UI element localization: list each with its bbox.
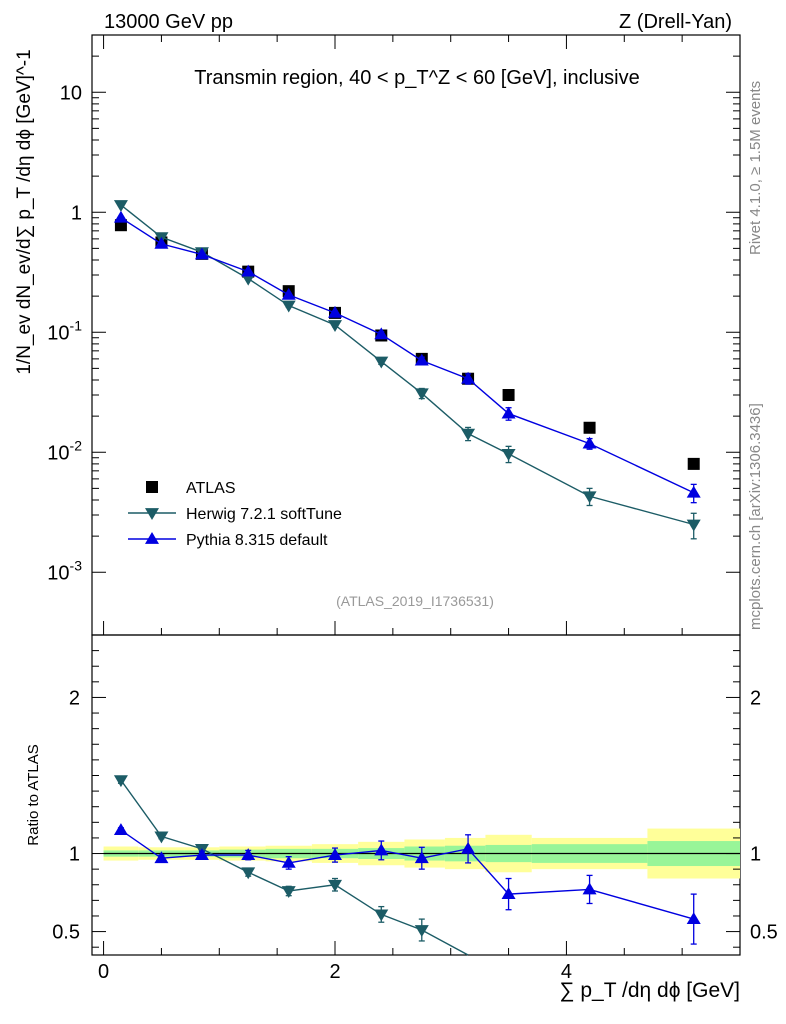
pythia-ratio-point [154,851,169,864]
pythia-point [461,371,476,384]
ratio-data-marks [113,775,701,956]
x-tick-label: 2 [329,961,340,983]
herwig-ratio-point [414,925,429,938]
pythia-ratio-point [113,823,128,836]
herwig-point [414,388,429,401]
y-tick-label: 10 [60,82,82,104]
legend: ATLAS Herwig 7.2.1 softTune Pythia 8.315 d… [128,480,342,549]
pythia-point [582,436,597,449]
herwig-line [120,204,694,526]
x-tick-label: 4 [561,961,572,983]
herwig-ratio-point [154,831,169,844]
pythia-ratio-point [281,855,296,868]
y-tick-label-right: 1 [750,844,761,866]
pythia-line [120,217,695,494]
pythia-point [194,247,209,260]
ratio-panel: 0.5 0.5 1 1 2 2 0 2 4 Ratio to ATLAS ∑ p_T /dη d… [25,634,778,1002]
herwig-point [686,519,701,532]
pythia-ratio-point [686,912,701,924]
herwig-point [328,320,342,332]
legend-label-atlas: ATLAS [186,480,236,497]
atlas-point [583,421,596,434]
pythia-ratio-line [120,829,694,920]
herwig-point [461,428,476,441]
ratio-frame [91,634,741,956]
ratio-ylabel: Ratio to ATLAS [25,744,42,845]
legend-marker-pythia [145,532,159,544]
pythia-point [154,236,169,249]
pythia-ratio-point [374,843,389,856]
pythia-point [241,264,256,277]
y-tick-label-right: 2 [750,687,761,709]
pythia-ratio-point [501,887,516,900]
atlas-point [502,389,515,401]
mcplots-label: mcplots.cern.ch [arXiv:1306.3436] [747,403,764,630]
herwig-point [501,448,516,461]
main-watermark: (ATLAS_2019_I1736531) [336,593,494,609]
main-panel: Transmin region, 40 < p_T^Z < 60 [GeV], … [14,34,741,636]
main-data-marks [113,200,701,540]
ratio-axis-ticks: 0.5 0.5 1 1 2 2 0 2 4 [52,650,778,983]
ratio-xlabel: ∑ p_T /dη dϕ [GeV] [560,979,740,1002]
y-tick-label: 10-1 [47,317,82,344]
pythia-point [281,287,296,300]
pythia-point [501,406,516,419]
main-axis-ticks: 10-3 10-2 10-1 1 10 [47,34,740,635]
herwig-point [374,356,389,369]
herwig-point [113,200,128,212]
y-tick-label: 0.5 [52,922,80,944]
y-tick-label-right: 0.5 [750,922,778,944]
legend-label-herwig: Herwig 7.2.1 softTune [186,506,342,523]
pythia-point [374,327,389,340]
legend-label-pythia: Pythia 8.315 default [186,532,328,549]
y-tick-label: 10-2 [47,437,82,464]
legend-marker-herwig [145,508,159,520]
pythia-ratio-point [414,851,429,864]
legend-marker-atlas [146,481,158,493]
rivet-version-label: Rivet 4.1.0, ≥ 1.5M events [747,81,764,255]
y-tick-label: 2 [69,687,80,709]
pythia-ratio-point [194,848,209,860]
energy-label: 13000 GeV pp [104,11,233,33]
pythia-point [113,210,128,223]
herwig-ratio-point [328,879,342,892]
pythia-ratio-point [461,841,476,854]
herwig-point [582,491,597,504]
y-tick-label: 1 [71,202,82,224]
main-title: Transmin region, 40 < p_T^Z < 60 [GeV], … [194,67,640,89]
y-tick-label: 1 [69,844,80,866]
x-tick-label: 0 [98,961,109,983]
pythia-ratio-point [328,848,342,860]
pythia-point [414,353,429,366]
herwig-point [241,273,256,286]
herwig-ratio-point [113,775,128,788]
herwig-ratio-point [241,867,256,880]
atlas-point [687,457,700,470]
y-tick-label: 10-3 [47,557,82,584]
process-label: Z (Drell-Yan) [619,11,732,33]
main-ylabel: 1/N_ev dN_ev/d∑ p_T /dη dϕ [GeV]^-1 [14,49,35,374]
herwig-ratio-point [281,886,296,898]
pythia-point [328,305,342,318]
herwig-ratio-point [374,909,389,922]
pythia-point [686,485,701,498]
herwig-point [281,300,296,313]
pythia-ratio-point [582,882,597,895]
ratio-uncertainty-bands [103,828,740,879]
pythia-ratio-point [241,848,256,860]
